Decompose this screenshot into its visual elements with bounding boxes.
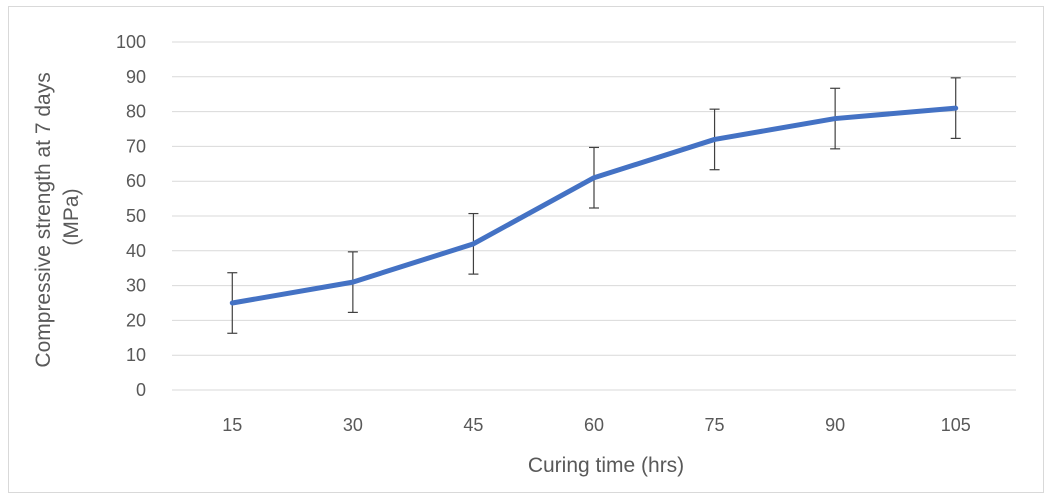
y-tick-label: 0 [136,380,146,400]
y-axis-title: Compressive strength at 7 days (MPa) [32,66,83,367]
y-tick-label: 40 [126,241,146,261]
y-axis-tick-labels: 0 10 20 30 40 50 60 70 80 90 100 [116,32,146,400]
y-tick-label: 60 [126,171,146,191]
x-tick-label: 60 [584,415,604,435]
x-tick-label: 15 [222,415,242,435]
y-tick-label: 50 [126,206,146,226]
y-tick-label: 100 [116,32,146,52]
y-tick-label: 70 [126,136,146,156]
x-tick-label: 105 [941,415,971,435]
x-axis-tick-labels: 15 30 45 60 75 90 105 [222,415,970,435]
y-tick-label: 90 [126,67,146,87]
x-tick-label: 75 [705,415,725,435]
y-axis-title-line-2: (MPa) [60,188,83,245]
y-axis-title-line-1: Compressive strength at 7 days [32,72,55,367]
gridlines [172,41,1016,391]
x-tick-label: 30 [343,415,363,435]
x-tick-label: 45 [463,415,483,435]
y-tick-label: 30 [126,276,146,296]
chart-frame [8,6,1044,493]
x-tick-label: 90 [825,415,845,435]
y-tick-label: 80 [126,102,146,122]
series-line-layer [229,105,959,306]
y-tick-label: 10 [126,345,146,365]
x-axis-title: Curing time (hrs) [528,454,684,477]
y-tick-label: 20 [126,310,146,330]
